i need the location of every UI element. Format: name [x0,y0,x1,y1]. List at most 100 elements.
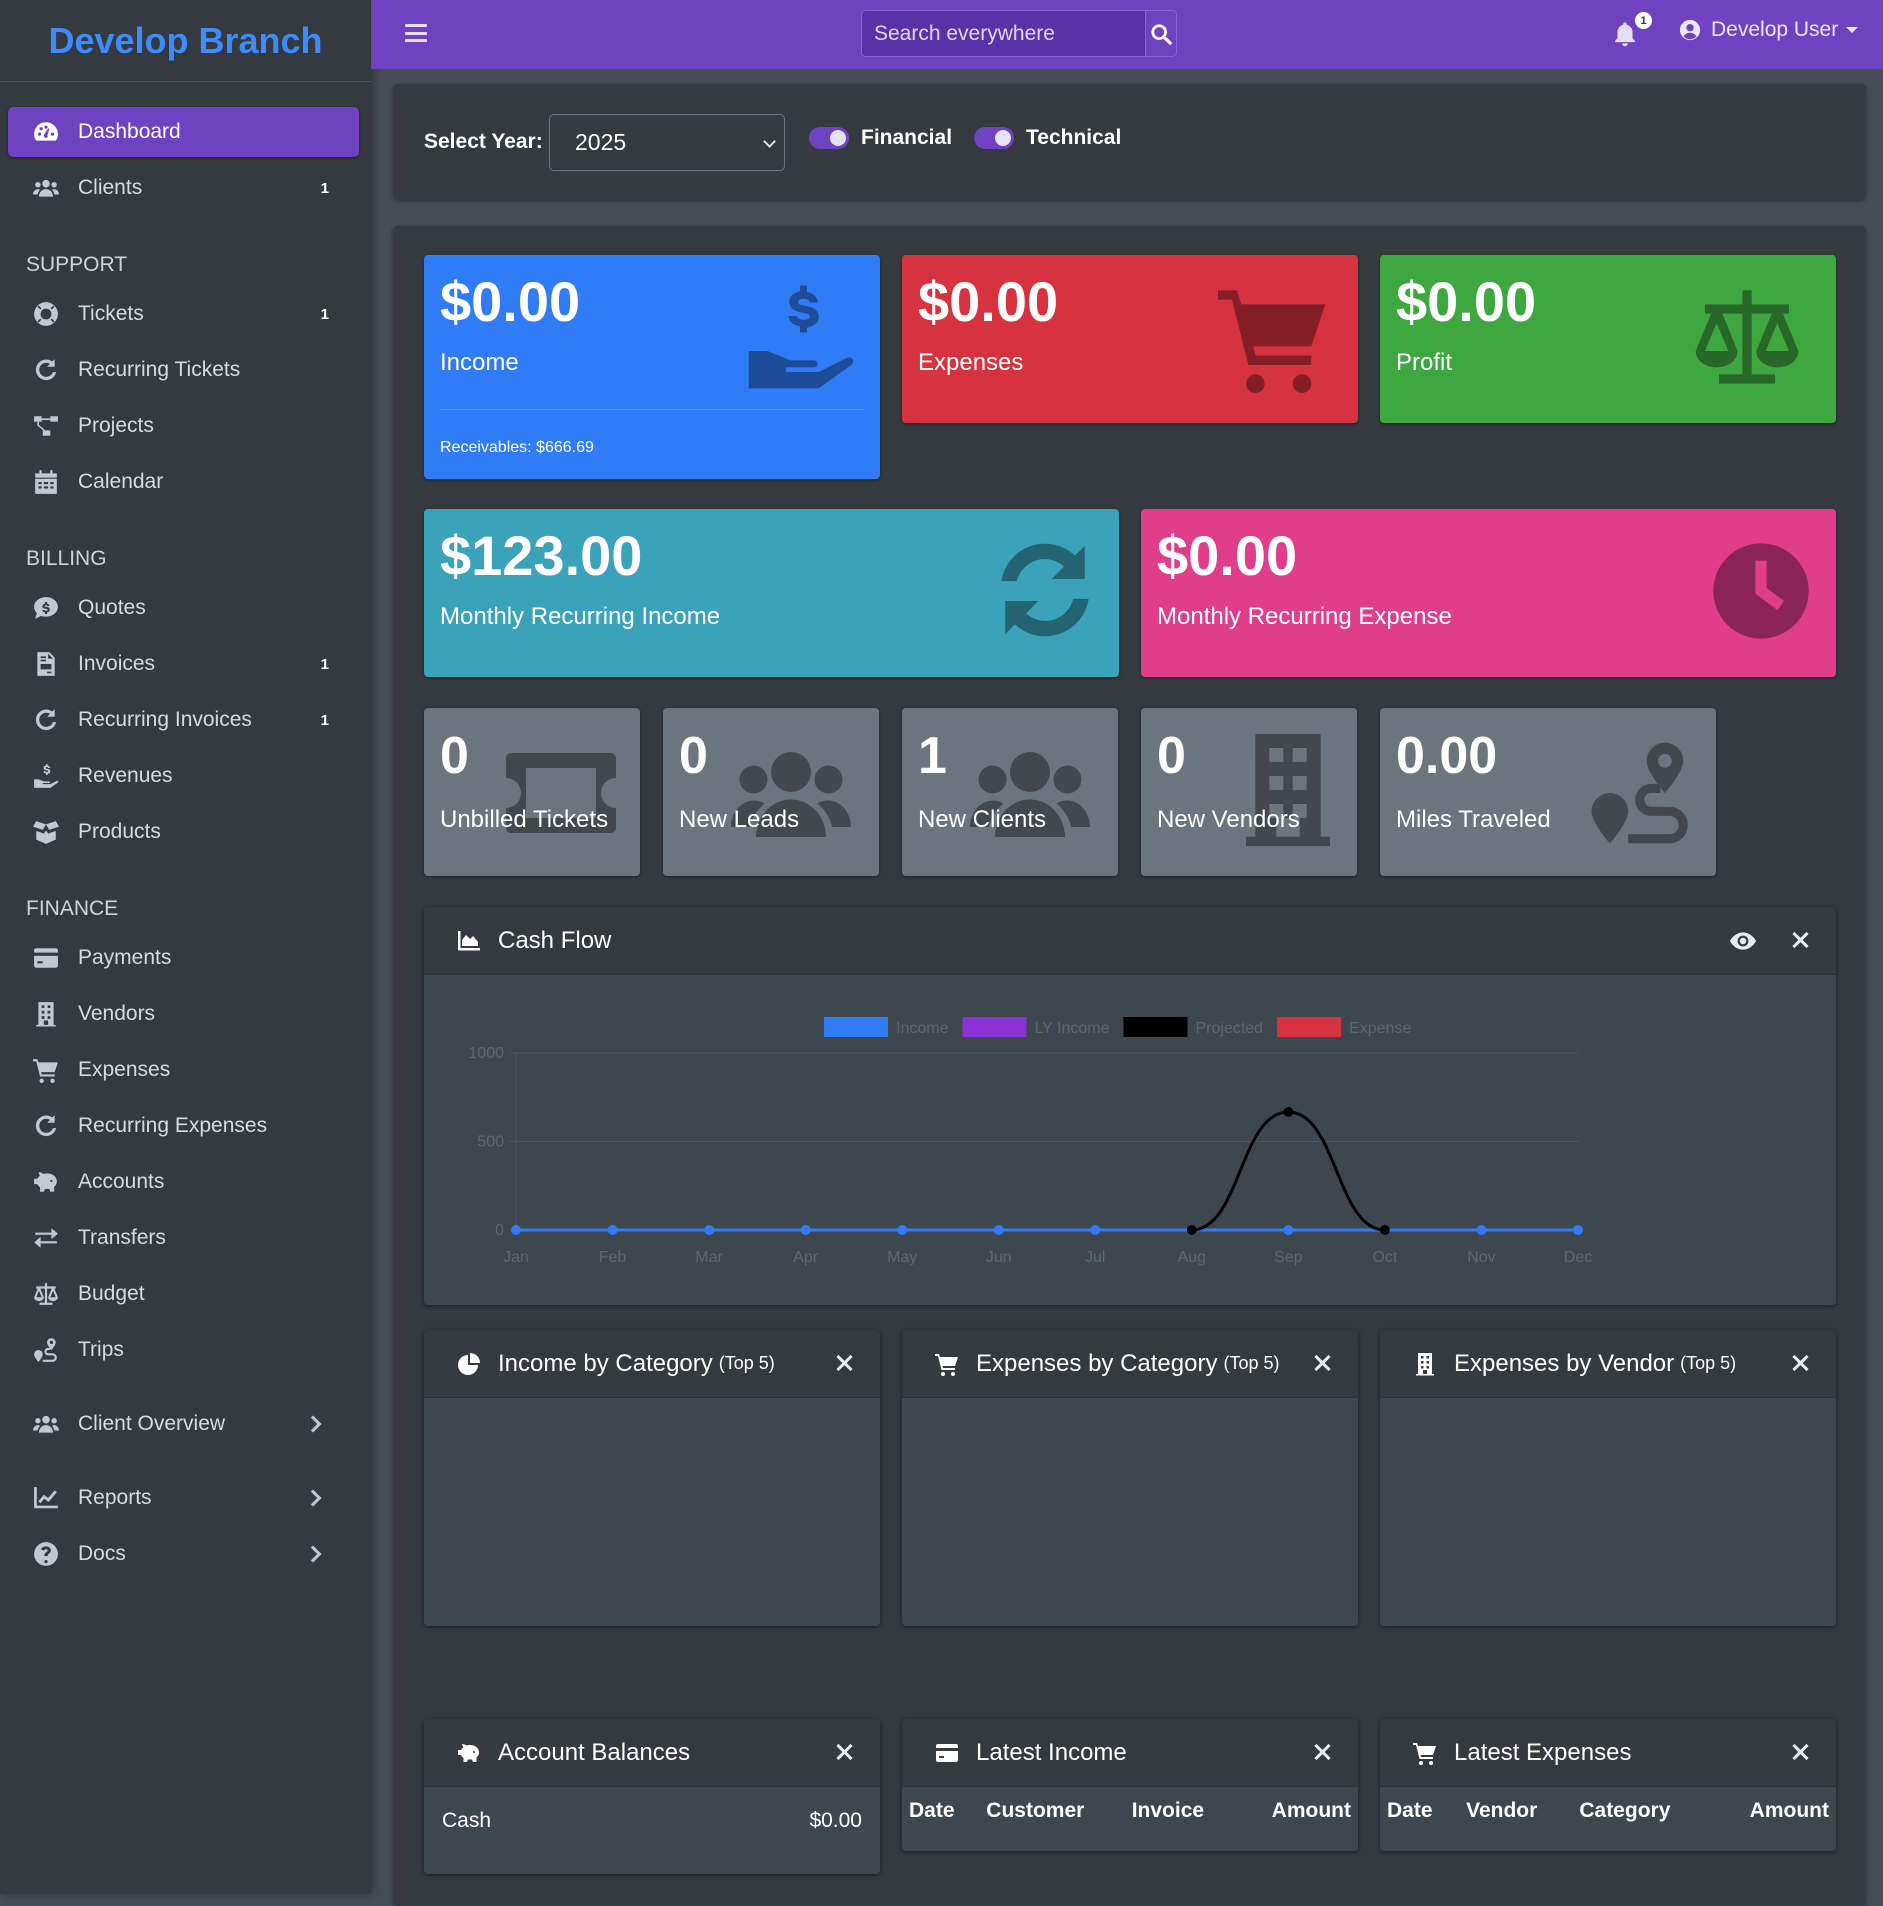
legend-label: LY Income [1034,1020,1109,1037]
sidebar-item-label: Revenues [78,764,173,787]
user-name: Develop User [1711,18,1839,41]
sidebar-item-trips[interactable]: Trips [8,1325,359,1375]
user-circle-icon [1679,19,1701,41]
financial-switch[interactable] [809,127,849,149]
search-button[interactable] [1145,11,1176,56]
close-icon[interactable] [1314,1744,1330,1760]
technical-toggle[interactable]: Technical [974,126,1121,150]
close-icon[interactable] [836,1355,852,1371]
redo-icon [30,356,62,384]
unbilled-tickets-stat-box[interactable]: 0 Unbilled Tickets [424,708,640,876]
sidebar-item-label: Dashboard [78,120,181,143]
file-invoice-icon [30,650,62,678]
sidebar-item-label: Quotes [78,596,146,619]
piggy-bank-icon [30,1168,62,1196]
close-icon[interactable] [1314,1355,1330,1371]
sidebar-item-label: Tickets [78,302,144,325]
sidebar-item-docs[interactable]: Docs [8,1529,359,1579]
expenses-by-vendor-title: Expenses by Vendor [1454,1349,1675,1377]
profit-label: Profit [1396,349,1453,376]
receivables-text[interactable]: Receivables: $666.69 [440,439,594,456]
new-clients-stat-box[interactable]: 1 New Clients [902,708,1118,876]
sidebar-item-clients[interactable]: Clients 1 [8,163,359,213]
legend-label: Projected [1195,1020,1263,1037]
sidebar-item-client-overview[interactable]: Client Overview [8,1399,359,1449]
recurring-invoices-count-badge: 1 [320,711,329,729]
sidebar-item-transfers[interactable]: Transfers [8,1213,359,1263]
technical-toggle-label: Technical [1026,126,1122,149]
sidebar-item-quotes[interactable]: Quotes [8,583,359,633]
sidebar-item-recurring-tickets[interactable]: Recurring Tickets [8,345,359,395]
sidebar-item-recurring-invoices[interactable]: Recurring Invoices 1 [8,695,359,745]
close-icon[interactable] [836,1744,852,1760]
route-icon [1586,738,1698,848]
expenses-stat-box[interactable]: $0.00 Expenses [902,255,1358,423]
latest-income-body: Date Customer Invoice Amount [902,1787,1358,1851]
technical-switch[interactable] [974,127,1014,149]
sidebar-item-invoices[interactable]: Invoices 1 [8,639,359,689]
chevron-down-icon [763,135,776,148]
account-row[interactable]: Cash $0.00 [424,1787,880,1833]
year-select[interactable]: 2025 [549,114,785,171]
close-icon[interactable] [1792,1355,1808,1371]
column-header-date: Date [909,1799,955,1822]
y-tick-label: 500 [477,1134,504,1151]
x-tick-label: Dec [1564,1249,1592,1266]
year-select-value: 2025 [575,129,627,155]
column-header-category: Category [1579,1799,1671,1822]
sidebar-item-tickets[interactable]: Tickets 1 [8,289,359,339]
monthly-recurring-expense-stat-box[interactable]: $0.00 Monthly Recurring Expense [1141,509,1836,677]
clock-icon [1709,539,1813,643]
sidebar: Develop Branch Dashboard Clients 1 SUPPO… [0,0,371,1894]
sidebar-item-expenses[interactable]: Expenses [8,1045,359,1095]
billing-section-header: BILLING [26,547,107,570]
income-value: $0.00 [440,270,581,333]
sidebar-item-accounts[interactable]: Accounts [8,1157,359,1207]
sidebar-item-revenues[interactable]: Revenues [8,751,359,801]
hamburger-menu-icon[interactable] [405,24,427,42]
latest-expenses-title: Latest Expenses [1454,1738,1632,1766]
sidebar-item-projects[interactable]: Projects [8,401,359,451]
close-icon[interactable] [1792,932,1808,948]
sidebar-item-recurring-expenses[interactable]: Recurring Expenses [8,1101,359,1151]
new-leads-stat-box[interactable]: 0 New Leads [663,708,879,876]
sidebar-item-vendors[interactable]: Vendors [8,989,359,1039]
profit-stat-box[interactable]: $0.00 Profit [1380,255,1836,423]
expenses-by-vendor-card: Expenses by Vendor (Top 5) [1380,1330,1836,1626]
building-icon [30,1000,62,1028]
users-icon [30,174,62,202]
mre-value: $0.00 [1157,524,1298,587]
financial-toggle[interactable]: Financial [809,126,952,150]
brand-logo[interactable]: Develop Branch [0,0,371,82]
sidebar-item-calendar[interactable]: Calendar [8,457,359,507]
income-stat-box[interactable]: $0.00 Income Receivables: $666.69 [424,255,880,479]
column-header-amount: Amount [1749,1799,1829,1822]
cash-flow-title: Cash Flow [498,926,612,954]
x-tick-label: May [887,1249,917,1266]
user-menu[interactable]: Develop User [1679,18,1859,42]
monthly-recurring-income-stat-box[interactable]: $123.00 Monthly Recurring Income [424,509,1119,677]
chart-line-icon [30,1484,62,1512]
close-icon[interactable] [1792,1744,1808,1760]
sidebar-item-reports[interactable]: Reports [8,1473,359,1523]
bell-icon[interactable] [1611,20,1639,48]
sidebar-item-products[interactable]: Products [8,807,359,857]
miles-traveled-stat-box[interactable]: 0.00 Miles Traveled [1380,708,1716,876]
data-point [1283,1106,1294,1117]
profit-value: $0.00 [1396,270,1537,333]
expenses-by-category-header: Expenses by Category (Top 5) [902,1330,1358,1398]
route-icon [30,1336,62,1364]
credit-card-icon [30,944,62,972]
new-vendors-stat-box[interactable]: 0 New Vendors [1141,708,1357,876]
income-by-category-header: Income by Category (Top 5) [424,1330,880,1398]
sidebar-item-budget[interactable]: Budget [8,1269,359,1319]
data-point [511,1225,521,1235]
search-input[interactable] [862,11,1145,56]
finance-section-header: FINANCE [26,897,119,920]
sidebar-item-dashboard[interactable]: Dashboard [8,107,359,157]
cash-flow-card-header: Cash Flow [424,907,1836,975]
eye-icon[interactable] [1730,931,1756,951]
account-balances-title: Account Balances [498,1738,691,1766]
sidebar-item-payments[interactable]: Payments [8,933,359,983]
caret-down-icon [1846,27,1859,33]
